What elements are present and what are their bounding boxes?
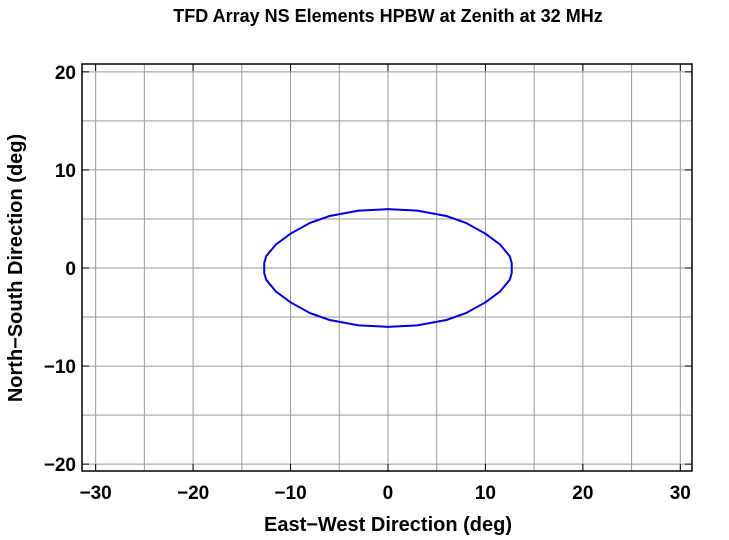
- x-tick-label: −20: [177, 483, 209, 504]
- x-tick-label: −30: [80, 483, 112, 504]
- line-series: [263, 208, 513, 328]
- y-tick-label: 20: [55, 63, 76, 84]
- y-tick-label: −10: [44, 357, 76, 378]
- x-tick-label: 30: [670, 483, 691, 504]
- chart-title: TFD Array NS Elements HPBW at Zenith at …: [173, 6, 602, 26]
- y-tick-label: 0: [65, 259, 76, 280]
- x-tick-label: 0: [383, 483, 394, 504]
- y-tick-label: −20: [44, 455, 76, 476]
- y-axis-label: North−South Direction (deg): [5, 134, 27, 402]
- x-tick-label: 20: [572, 483, 593, 504]
- x-axis-label: East−West Direction (deg): [264, 514, 512, 536]
- y-tick-label: 10: [55, 161, 76, 182]
- x-tick-label: 10: [475, 483, 496, 504]
- x-tick-label: −10: [274, 483, 306, 504]
